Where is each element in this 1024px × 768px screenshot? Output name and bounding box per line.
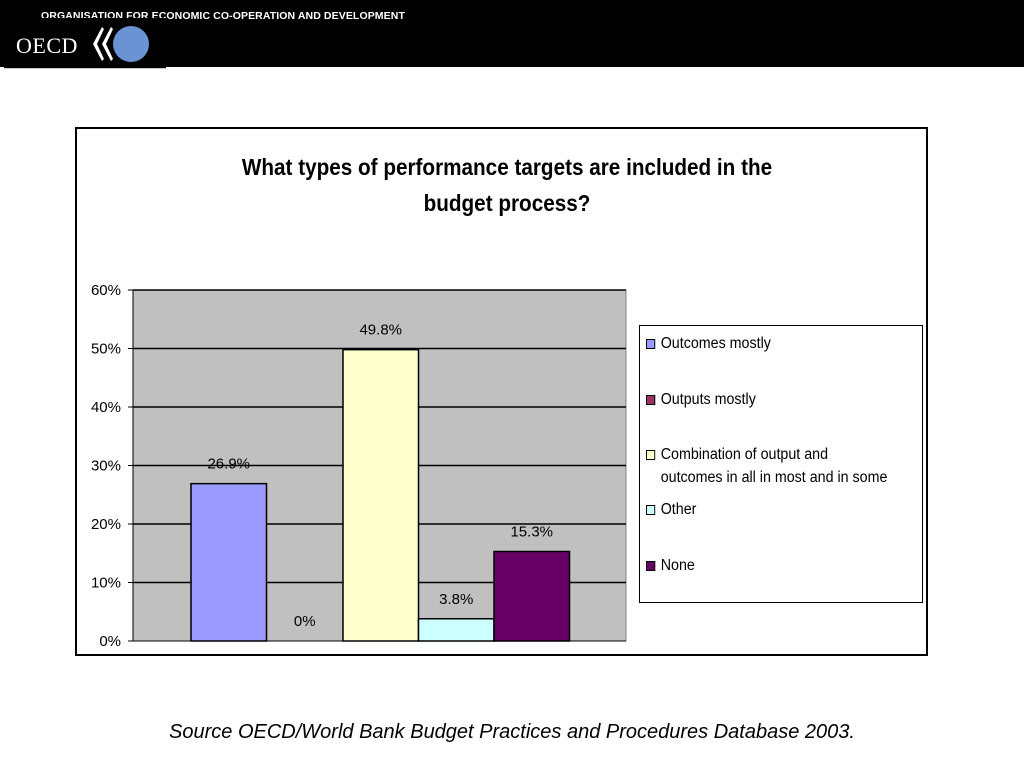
y-tick-label: 40% (91, 399, 121, 416)
legend-swatch (646, 450, 656, 460)
y-tick-label: 10% (91, 575, 121, 592)
bar-3 (342, 348, 420, 642)
y-tick-label: 0% (99, 633, 121, 650)
data-label-5: 15.3% (510, 523, 553, 540)
chart-legend: Outcomes mostly Outputs mostly Combination… (639, 325, 923, 603)
oecd-logo: OECD (4, 18, 166, 69)
legend-swatch (646, 395, 656, 405)
legend-label: None (661, 554, 695, 577)
oecd-logo-text: OECD (16, 33, 78, 58)
legend-swatch (646, 339, 656, 349)
data-label-3: 49.8% (359, 322, 402, 339)
chart-title-line-2: budget process? (423, 190, 591, 216)
data-label-4: 3.8% (439, 591, 473, 608)
legend-label-line: Outcomes mostly (660, 335, 771, 352)
oecd-logo-mark-icon (93, 26, 149, 62)
oecd-header-bar: ORGANISATION FOR ECONOMIC CO-OPERATION A… (0, 0, 1024, 69)
y-tick-label: 50% (91, 341, 121, 358)
y-tick-label: 30% (91, 458, 121, 475)
y-tick-label: 60% (91, 282, 121, 299)
y-tick-label: 20% (91, 516, 121, 533)
legend-label-line: outcomes in all in most and in some (660, 469, 888, 486)
legend-item-2: Outputs mostly (646, 388, 922, 411)
chart-frame: What types of performance targets are in… (75, 127, 928, 656)
legend-item-4: Other (646, 498, 922, 521)
legend-swatch (646, 561, 656, 571)
bar-1 (190, 482, 268, 642)
chart-title: What types of performance targets are in… (192, 149, 822, 221)
legend-item-1: Outcomes mostly (646, 332, 922, 355)
legend-label: Combination of output and outcomes in all… (661, 443, 888, 489)
legend-swatch (646, 505, 656, 515)
legend-label-line: Combination of output and (660, 446, 829, 463)
legend-label-line: Other (660, 501, 697, 518)
source-note: Source OECD/World Bank Budget Practices … (169, 721, 855, 743)
legend-label: Other (661, 498, 697, 521)
legend-item-3: Combination of output and outcomes in all… (646, 443, 922, 489)
legend-label-line: Outputs mostly (660, 391, 756, 408)
legend-item-5: None (646, 554, 922, 577)
bar-chart: 0% 10% 20% 30% 40% 50% 60% 26.9% 0% 49.8% 3.8% 15.3… (91, 282, 627, 650)
data-label-1: 26.9% (207, 456, 250, 473)
data-label-2: 0% (294, 613, 316, 630)
legend-label: Outputs mostly (661, 388, 756, 411)
bar-4 (417, 618, 495, 642)
bar-5 (493, 550, 571, 642)
legend-label-line: None (660, 557, 695, 574)
chart-title-line-1: What types of performance targets are in… (241, 154, 773, 180)
legend-label: Outcomes mostly (661, 332, 771, 355)
